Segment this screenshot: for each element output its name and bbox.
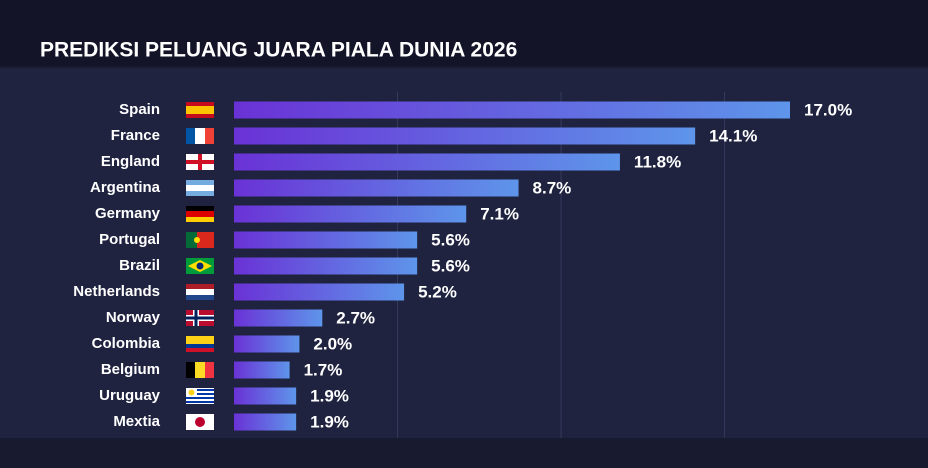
flag-part [186,295,214,300]
value-label: 1.7% [304,360,343,379]
bar [234,283,405,301]
flag [186,180,214,196]
bar [234,257,418,275]
bar [234,179,519,197]
flag [186,258,214,274]
category-label: Mextia [113,413,160,430]
value-label: 5.2% [418,282,457,301]
bar [234,153,620,171]
value-label: 2.7% [336,308,375,327]
flag [186,284,214,300]
flag [186,362,214,378]
category-label: Germany [95,205,161,222]
value-label: 5.6% [431,230,470,249]
flag-part [186,397,214,399]
value-label: 17.0% [804,100,852,119]
flag-part [205,128,214,144]
category-label: Colombia [92,335,161,352]
category-label: France [111,127,160,144]
flag-part [186,217,214,222]
chart-panel [0,68,928,438]
flag-part [186,185,214,191]
value-label: 11.8% [634,152,681,171]
flag [186,128,214,144]
flag [186,414,214,430]
value-label: 8.7% [533,178,572,197]
value-label: 14.1% [709,126,757,145]
flag [186,388,214,404]
flag [186,154,214,170]
bar [234,361,290,379]
bar [234,127,696,145]
flag-part [205,362,214,378]
header-band [0,0,928,66]
category-label: Netherlands [73,283,160,300]
flag-part [196,262,204,270]
bar [234,387,297,405]
category-label: Brazil [119,257,160,274]
flag [186,102,214,118]
flag-part [186,316,214,320]
flag [186,232,214,248]
flag-part [186,284,214,289]
bar [234,309,323,327]
flag-part [186,348,214,352]
flag-part [186,362,195,378]
flag [186,206,214,222]
flag-part [186,389,214,391]
flag-part [186,106,214,114]
flag-part [186,344,214,348]
category-label: Uruguay [99,387,161,404]
value-label: 5.6% [431,256,470,275]
category-label: Norway [106,309,161,326]
category-label: Portugal [99,231,160,248]
flag-part [186,128,195,144]
chart-title: PREDIKSI PELUANG JUARA PIALA DUNIA 2026 [40,39,517,62]
bar [234,205,467,223]
bar [234,101,790,119]
flag-part [194,237,200,243]
value-label: 1.9% [310,386,349,405]
flag-part [195,417,205,427]
bar [234,231,418,249]
value-label: 7.1% [480,204,519,223]
flag-part [186,393,214,395]
flag [186,336,214,352]
category-label: Spain [119,101,160,118]
flag-part [186,160,214,164]
category-label: Argentina [90,179,161,196]
value-label: 2.0% [313,334,352,353]
bar [234,335,300,353]
flag-part [186,211,214,217]
flag-part [186,401,214,403]
flag-part [186,232,197,248]
category-label: England [101,153,160,170]
flag-part [188,389,195,396]
flag [186,310,214,326]
value-label: 1.9% [310,412,349,431]
bar [234,413,297,431]
category-label: Belgium [101,361,160,378]
